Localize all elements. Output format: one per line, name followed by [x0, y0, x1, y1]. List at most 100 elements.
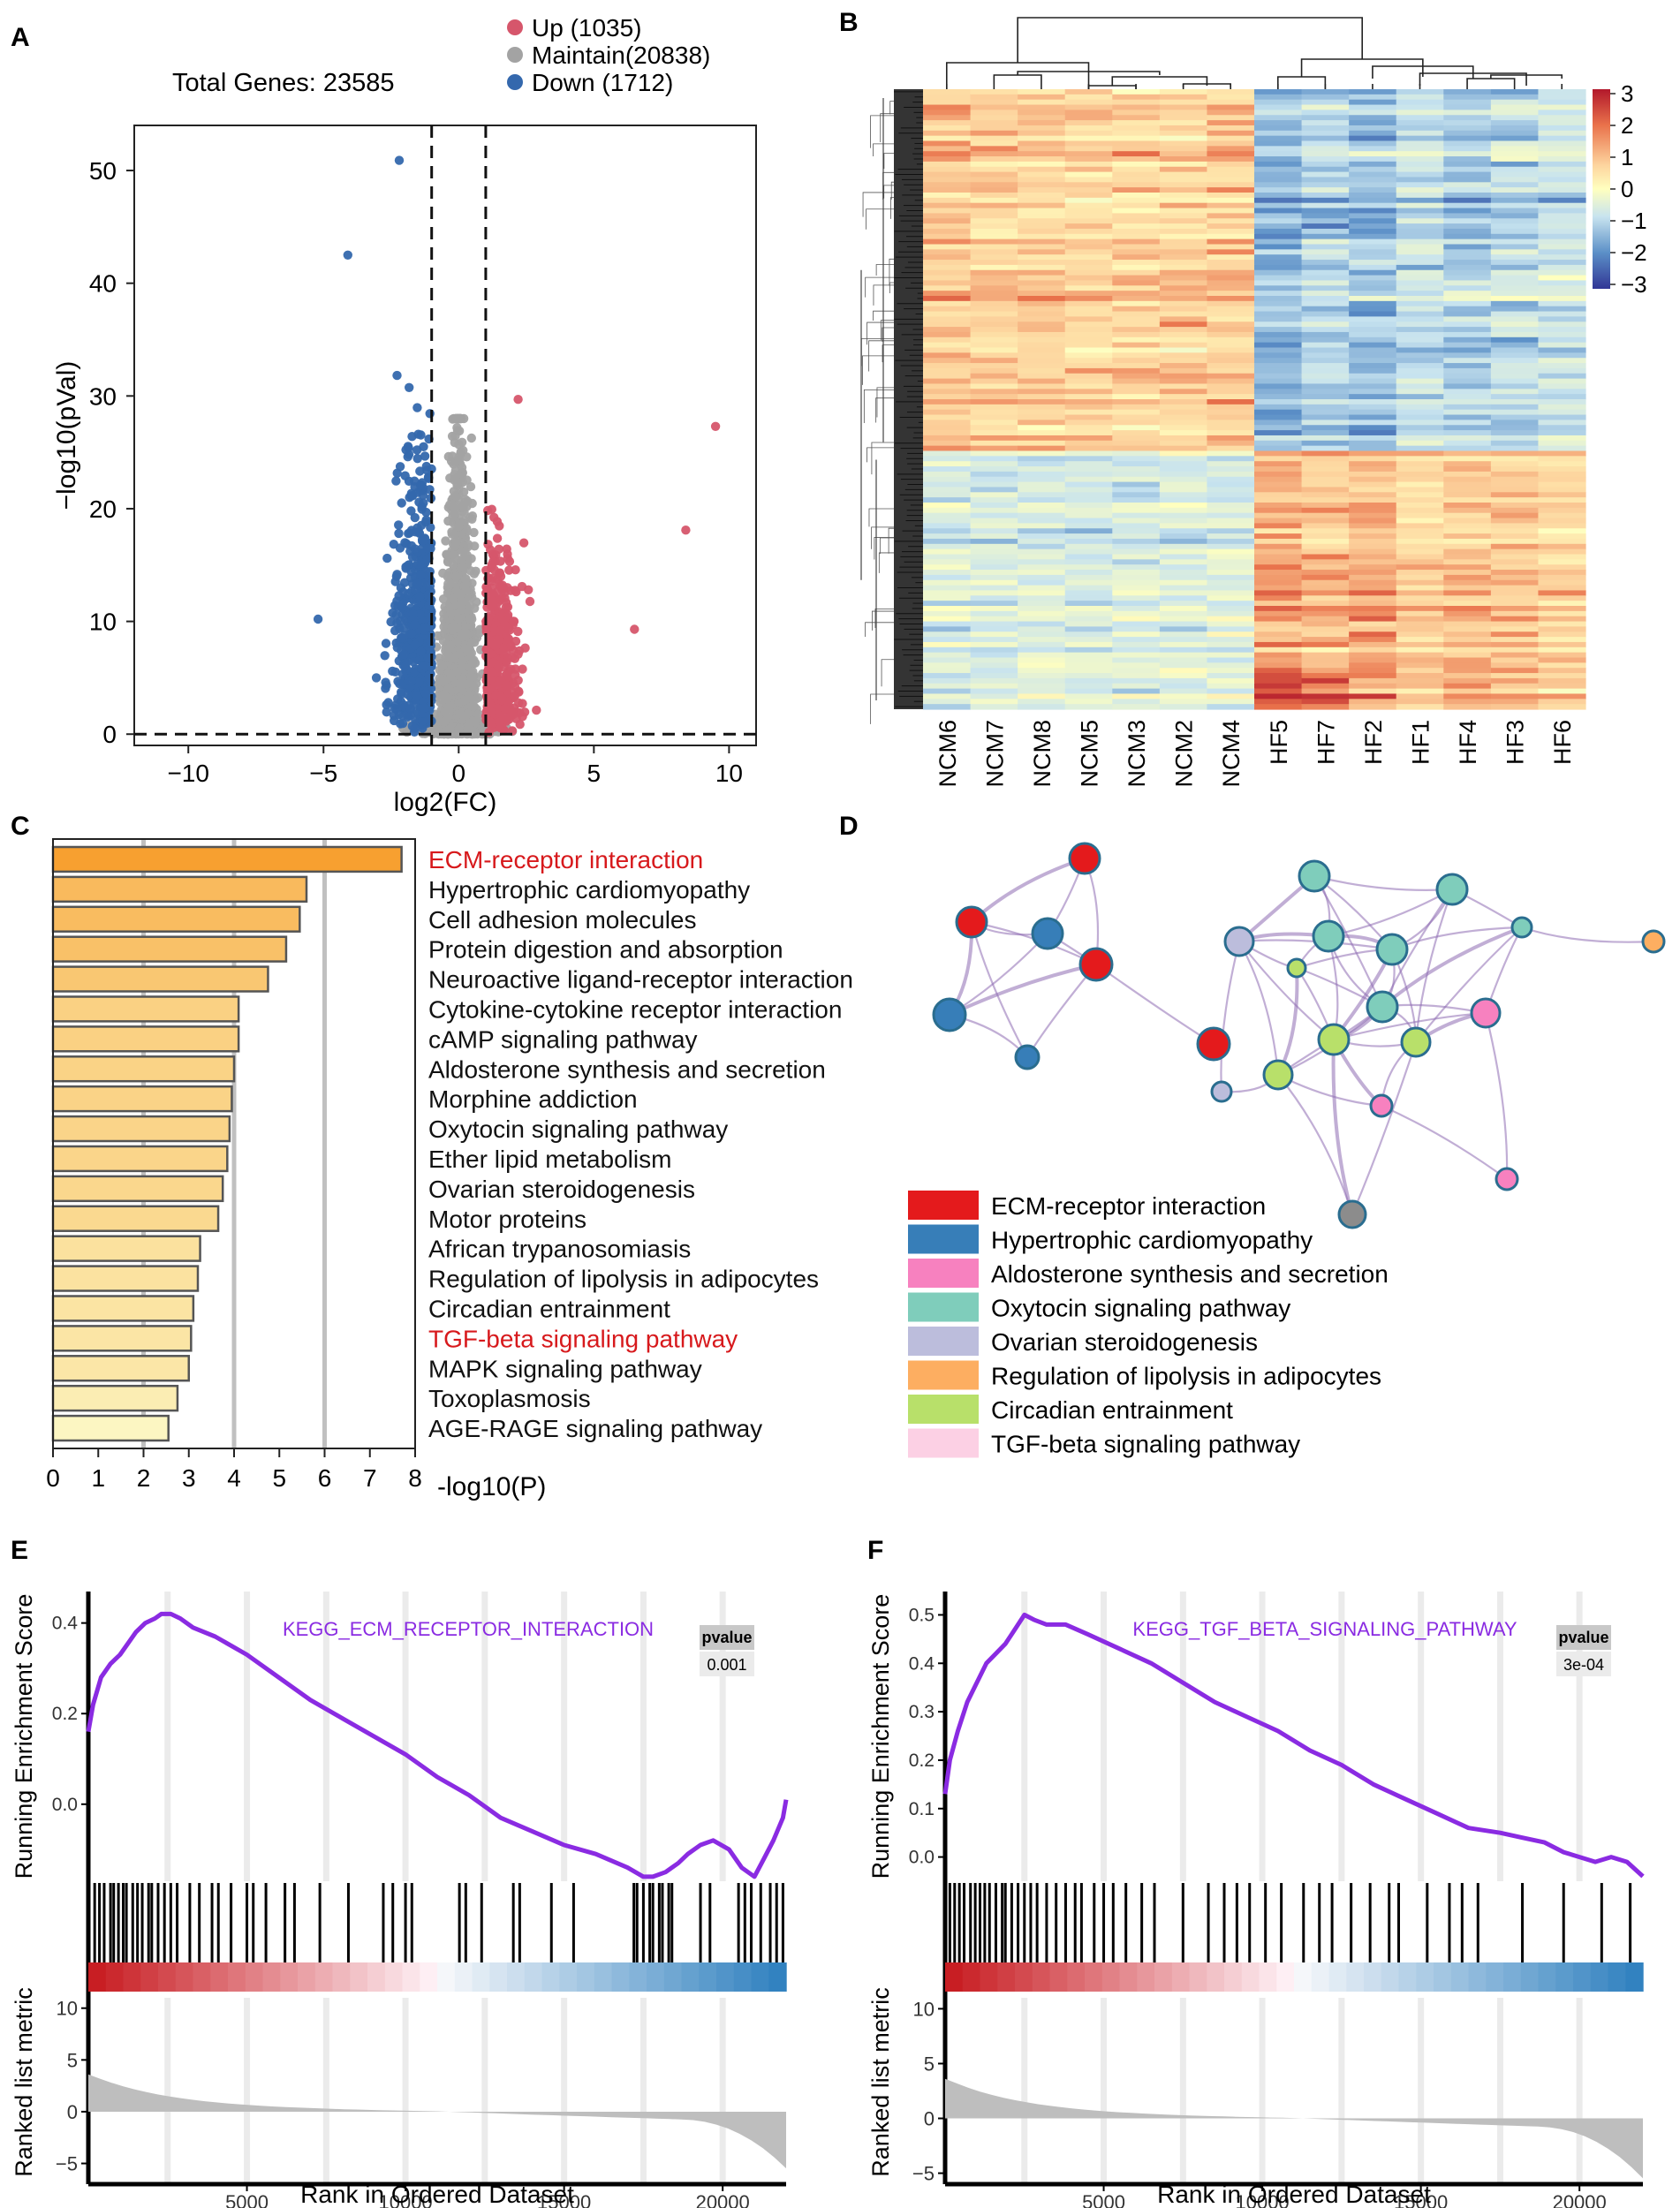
bar-category-label: Morphine addiction — [428, 1085, 638, 1113]
heatmap-cell — [923, 394, 972, 400]
heatmap-cell — [1443, 140, 1492, 147]
heatmap-cell — [970, 688, 1018, 695]
heatmap-cell — [970, 523, 1018, 529]
heatmap-cell — [1396, 637, 1444, 643]
volcano-point — [414, 592, 425, 601]
bar-category-label: Protein digestion and absorption — [428, 936, 783, 964]
heatmap-cell — [923, 688, 972, 695]
heatmap-cell — [1112, 218, 1161, 224]
heatmap-cell — [1018, 269, 1066, 276]
heatmap-cell — [1207, 487, 1255, 493]
heatmap-cell — [1443, 260, 1492, 266]
heatmap-cell — [1396, 616, 1444, 623]
heatmap-cell — [1538, 130, 1586, 137]
heatmap-cell — [1538, 296, 1586, 302]
heatmap-cell — [1254, 363, 1303, 369]
volcano-point — [410, 476, 420, 486]
heatmap-cell — [1112, 228, 1161, 235]
row-dendrogram-branch — [883, 153, 894, 170]
heatmap-cell — [970, 249, 1018, 255]
gsea-title: KEGG_TGF_BETA_SIGNALING_PATHWAY — [1132, 1618, 1517, 1640]
heatmap-cell — [1349, 399, 1397, 405]
heatmap-cell — [1112, 367, 1161, 374]
heatmap-cell — [970, 363, 1018, 369]
heatmap-cell — [1018, 367, 1066, 374]
volcano-point — [443, 451, 453, 462]
heatmap-cell — [1349, 518, 1397, 524]
heatmap-cell — [1064, 367, 1113, 374]
heatmap-cell — [1490, 420, 1540, 426]
heatmap-cell — [1018, 238, 1066, 246]
ranked-metric-area — [945, 2078, 1643, 2179]
heatmap-cell — [1490, 487, 1540, 493]
volcano-title: Total Genes: 23585 — [172, 69, 395, 97]
heatmap-cell — [1112, 120, 1161, 126]
volcano-points — [313, 155, 721, 739]
heatmap-cell — [970, 677, 1018, 684]
heatmap-cell — [1064, 193, 1113, 199]
volcano-ytick-label: 20 — [89, 495, 117, 523]
heatmap-cell — [1396, 476, 1444, 483]
heatmap-cell — [1443, 249, 1492, 255]
heatmap-cell — [923, 331, 972, 338]
volcano-point — [371, 673, 382, 683]
heatmap-cell — [1396, 311, 1444, 317]
volcano-point — [488, 556, 498, 567]
network-edge — [1328, 888, 1453, 938]
heatmap-cell — [1159, 383, 1208, 389]
heatmap-cell — [1254, 264, 1303, 271]
heatmap-cell — [1301, 94, 1350, 101]
heatmap-cell — [1490, 197, 1540, 204]
heatmap-cell — [1018, 394, 1066, 400]
heatmap-cell — [970, 275, 1018, 282]
heatmap-cell — [1443, 507, 1492, 514]
heatmap-cell — [970, 481, 1018, 488]
gsea-title: KEGG_ECM_RECEPTOR_INTERACTION — [283, 1618, 654, 1640]
heatmap-cell — [1018, 507, 1066, 514]
color-scale-label: 0 — [1621, 176, 1633, 202]
heatmap-cell — [1112, 579, 1161, 586]
heatmap-cell — [970, 683, 1018, 690]
heatmap-cell — [1254, 507, 1303, 514]
heatmap-cell — [1443, 352, 1492, 359]
row-dendrogram-branch — [863, 389, 894, 423]
network-node — [1400, 1026, 1432, 1058]
volcano-point — [486, 717, 496, 727]
heatmap-cell — [1064, 306, 1113, 313]
heatmap-cell — [1396, 570, 1444, 576]
heatmap-cell — [1018, 435, 1066, 442]
heatmap-cell — [1490, 610, 1540, 617]
heatmap-cell — [1018, 120, 1066, 126]
heatmap-cell — [1396, 223, 1444, 230]
bar-category-label: African trypanosomiasis — [428, 1236, 691, 1263]
heatmap-cell — [1538, 677, 1586, 684]
volcano-point — [397, 602, 407, 613]
heatmap-cell — [1349, 347, 1397, 353]
volcano-point — [481, 624, 491, 634]
panel-a-volcano: A Total Genes: 23585 Up (1035) Maintain(… — [11, 14, 757, 817]
heatmap-cell — [1254, 187, 1303, 193]
row-dendrogram-branch — [880, 320, 894, 340]
metric-ytick-label: 0 — [67, 2101, 78, 2123]
heatmap-cell — [1254, 610, 1303, 617]
heatmap-cell — [1443, 435, 1492, 442]
heatmap-cell — [1018, 228, 1066, 235]
heatmap-cell — [1538, 193, 1586, 199]
heatmap-cell — [1301, 492, 1350, 498]
heatmap-cell — [1112, 621, 1161, 627]
heatmap-cell — [1207, 115, 1255, 121]
heatmap-cell — [923, 570, 972, 576]
heatmap-cell — [1443, 450, 1492, 457]
pvalue-header-bg — [1556, 1625, 1611, 1650]
heatmap-cell — [1443, 693, 1492, 699]
heatmap-cell — [1207, 564, 1255, 571]
heatmap-cell — [1159, 673, 1208, 679]
heatmap-cell — [923, 466, 972, 473]
heatmap-cell — [1018, 503, 1066, 509]
heatmap-cell — [1254, 269, 1303, 276]
volcano-point — [465, 620, 476, 630]
heatmap-cell — [1254, 621, 1303, 627]
heatmap-cell — [970, 590, 1018, 596]
heatmap-cell — [1538, 503, 1586, 509]
heatmap-cell — [1443, 538, 1492, 545]
